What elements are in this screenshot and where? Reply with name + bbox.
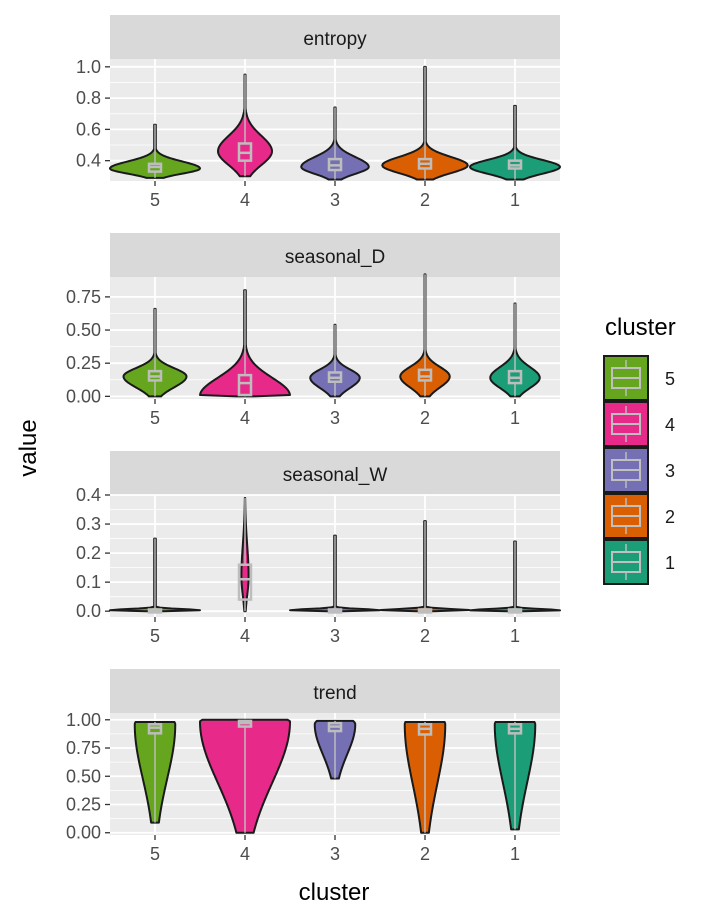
y-tick-label: 0.00 xyxy=(66,823,101,843)
x-tick-label: 2 xyxy=(420,190,430,210)
x-tick-label: 4 xyxy=(240,844,250,864)
x-tick-label: 3 xyxy=(330,844,340,864)
facet-strip-label: seasonal_W xyxy=(283,465,388,486)
y-tick-label: 0.25 xyxy=(66,353,101,373)
y-tick-label: 0.25 xyxy=(66,795,101,815)
x-tick-label: 1 xyxy=(510,408,520,428)
x-tick-label: 4 xyxy=(240,408,250,428)
box-iqr-cluster-4 xyxy=(237,373,253,397)
x-tick-label: 4 xyxy=(240,190,250,210)
x-tick-label: 3 xyxy=(330,190,340,210)
x-tick-label: 1 xyxy=(510,844,520,864)
x-tick-label: 2 xyxy=(420,626,430,646)
panel-entropy: entropy 0.4 0.6 0.8 1.0 5 4 3 2 1 xyxy=(76,15,561,210)
legend-label-cluster-5: 5 xyxy=(665,369,675,389)
y-tick-label: 0.0 xyxy=(76,601,101,621)
y-tick-label: 0.75 xyxy=(66,738,101,758)
y-tick-label: 0.3 xyxy=(76,514,101,534)
y-tick-label: 1.0 xyxy=(76,57,101,77)
facet-strip-label: entropy xyxy=(303,29,367,50)
y-tick-label: 0.8 xyxy=(76,88,101,108)
facet-strip xyxy=(110,669,560,713)
chart-panels: entropy 0.4 0.6 0.8 1.0 5 4 3 2 1 seasonal_D 0.00 0.… xyxy=(66,15,561,864)
x-tick-label: 1 xyxy=(510,190,520,210)
x-tick-label: 4 xyxy=(240,626,250,646)
facet-strip xyxy=(110,15,560,59)
legend-title: cluster xyxy=(605,314,676,341)
panel-trend: trend 0.00 0.25 0.50 0.75 1.00 5 4 3 2 1 xyxy=(66,669,560,864)
legend-label-cluster-3: 3 xyxy=(665,461,675,481)
x-tick-label: 2 xyxy=(420,844,430,864)
y-tick-label: 0.4 xyxy=(76,485,101,505)
y-axis-title: value xyxy=(15,419,42,476)
y-tick-label: 1.00 xyxy=(66,710,101,730)
legend-label-cluster-4: 4 xyxy=(665,415,675,435)
x-tick-label: 5 xyxy=(150,408,160,428)
y-tick-label: 0.6 xyxy=(76,119,101,139)
y-tick-label: 0.00 xyxy=(66,386,101,406)
legend-label-cluster-1: 1 xyxy=(665,553,675,573)
x-tick-label: 5 xyxy=(150,626,160,646)
x-tick-label: 5 xyxy=(150,844,160,864)
x-tick-label: 5 xyxy=(150,190,160,210)
x-tick-label: 3 xyxy=(330,626,340,646)
y-tick-label: 0.50 xyxy=(66,766,101,786)
legend-label-cluster-2: 2 xyxy=(665,507,675,527)
box-iqr-cluster-4 xyxy=(237,563,253,601)
x-tick-label: 2 xyxy=(420,408,430,428)
x-tick-label: 3 xyxy=(330,408,340,428)
facet-strip xyxy=(110,451,560,495)
y-tick-label: 0.75 xyxy=(66,287,101,307)
y-tick-label: 0.50 xyxy=(66,320,101,340)
x-tick-label: 1 xyxy=(510,626,520,646)
legend: cluster 5 4 3 2 1 xyxy=(603,314,676,585)
x-axis-title: cluster xyxy=(299,879,370,906)
facet-strip-label: seasonal_D xyxy=(285,247,385,268)
box-iqr-cluster-2 xyxy=(417,368,433,382)
facet-strip xyxy=(110,233,560,277)
y-tick-label: 0.1 xyxy=(76,572,101,592)
y-tick-label: 0.4 xyxy=(76,151,101,171)
panel-seasonal_W: seasonal_W 0.0 0.1 0.2 0.3 0.4 5 4 3 2 1 xyxy=(76,451,561,646)
y-tick-label: 0.2 xyxy=(76,543,101,563)
facet-strip-label: trend xyxy=(313,683,356,704)
panel-seasonal_D: seasonal_D 0.00 0.25 0.50 0.75 5 4 3 2 1 xyxy=(66,233,560,428)
